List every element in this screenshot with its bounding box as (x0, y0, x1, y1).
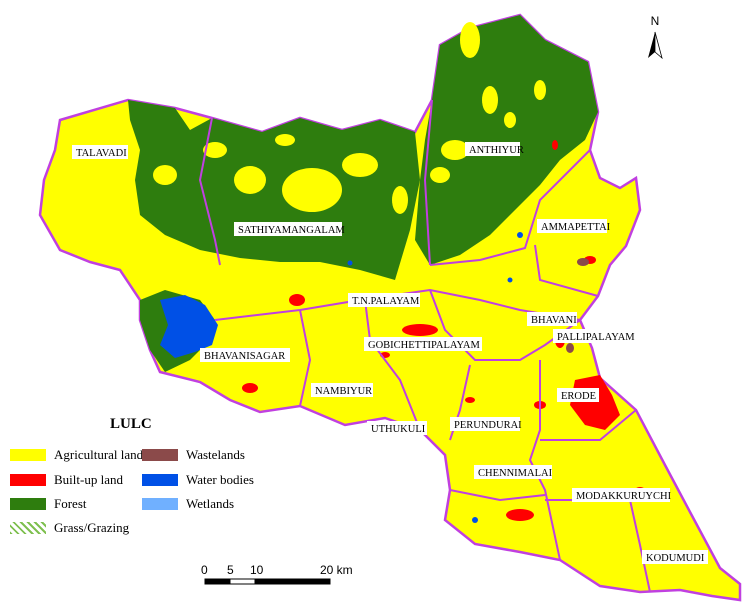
legend-label: Built-up land (54, 472, 123, 487)
svg-text:TALAVADI: TALAVADI (76, 148, 127, 159)
legend-swatch-waste (142, 449, 178, 461)
wasteland-areas (566, 258, 589, 353)
forest-northwest (128, 100, 420, 280)
legend-grass-grazing: Grass/Grazing (10, 520, 129, 536)
legend-water-bodies: Water bodies (142, 472, 254, 488)
svg-text:GOBICHETTIPALAYAM: GOBICHETTIPALAYAM (368, 340, 480, 351)
label-talavadi: TALAVADI (72, 145, 128, 159)
label-perundurai: PERUNDURAI (450, 417, 522, 431)
legend-wastelands: Wastelands (142, 447, 245, 463)
label-uthukuli: UTHUKULI (367, 421, 427, 435)
small-water-bodies (347, 232, 523, 523)
svg-text:T.N.PALAYAM: T.N.PALAYAM (352, 296, 420, 307)
svg-text:BHAVANI: BHAVANI (531, 315, 577, 326)
legend-label: Agricultural land (54, 447, 144, 462)
legend-swatch-water (142, 474, 178, 486)
label-chennimalai: CHENNIMALAI (474, 465, 553, 479)
legend-built-up: Built-up land (10, 472, 123, 488)
label-ammapettai: AMMAPETTAI (537, 219, 611, 233)
svg-text:MODAKKURUYCHI: MODAKKURUYCHI (576, 491, 672, 502)
label-anthiyur: ANTHIYUR (465, 142, 524, 156)
legend-forest: Forest (10, 496, 87, 512)
label-bhavanisagar: BHAVANISAGAR (200, 348, 290, 362)
reservoir (160, 295, 218, 358)
legend-label: Grass/Grazing (54, 520, 130, 535)
legend-agricultural-land: Agricultural land (10, 447, 143, 463)
north-arrow: N (640, 14, 670, 28)
forest-clearings (153, 22, 546, 214)
label-tn-palayam: T.N.PALAYAM (348, 293, 420, 307)
place-labels: TALAVADI ANTHIYUR SATHIYAMANGALAM AMMAPE… (72, 142, 708, 564)
svg-text:ANTHIYUR: ANTHIYUR (469, 145, 524, 156)
svg-text:AMMAPETTAI: AMMAPETTAI (541, 222, 611, 233)
svg-text:PALLIPALAYAM: PALLIPALAYAM (557, 332, 635, 343)
legend-wetlands: Wetlands (142, 496, 234, 512)
north-arrow-icon (648, 31, 663, 60)
legend-swatch-builtup (10, 474, 46, 486)
label-pallipalayam: PALLIPALAYAM (553, 329, 635, 343)
taluk-boundaries (198, 99, 671, 593)
label-modakkuruychi: MODAKKURUYCHI (572, 488, 672, 502)
label-nambiyur: NAMBIYUR (311, 383, 373, 397)
scale-tick-10: 10 (250, 563, 264, 577)
legend-title: LULC (110, 416, 152, 432)
svg-text:UTHUKULI: UTHUKULI (371, 424, 426, 435)
svg-text:ERODE: ERODE (561, 391, 596, 402)
legend-label: Wetlands (186, 496, 235, 511)
north-letter: N (650, 14, 660, 28)
legend-swatch-forest (10, 498, 46, 510)
legend-swatch-wetlands (142, 498, 178, 510)
legend-label: Wastelands (186, 447, 245, 462)
scale-tick-20: 20 km (320, 563, 353, 577)
svg-text:BHAVANISAGAR: BHAVANISAGAR (204, 351, 285, 362)
label-bhavani: BHAVANI (527, 312, 577, 326)
svg-text:SATHIYAMANGALAM: SATHIYAMANGALAM (238, 225, 345, 236)
svg-text:CHENNIMALAI: CHENNIMALAI (478, 468, 553, 479)
label-kodumudi: KODUMUDI (642, 550, 708, 564)
svg-text:PERUNDURAI: PERUNDURAI (454, 420, 522, 431)
scale-bar (204, 578, 331, 585)
forest-northeast (415, 15, 598, 265)
scale-tick-0: 0 (201, 563, 208, 577)
label-gobichettipalayam: GOBICHETTIPALAYAM (364, 337, 482, 351)
legend-label: Forest (54, 496, 87, 511)
legend-label: Water bodies (186, 472, 254, 487)
label-sathiyamangalam: SATHIYAMANGALAM (234, 222, 345, 236)
legend-swatch-grass (10, 522, 46, 534)
svg-text:NAMBIYUR: NAMBIYUR (315, 386, 372, 397)
legend-swatch-agri (10, 449, 46, 461)
scale-tick-5: 5 (227, 563, 234, 577)
svg-text:KODUMUDI: KODUMUDI (646, 553, 705, 564)
label-erode: ERODE (557, 388, 599, 402)
